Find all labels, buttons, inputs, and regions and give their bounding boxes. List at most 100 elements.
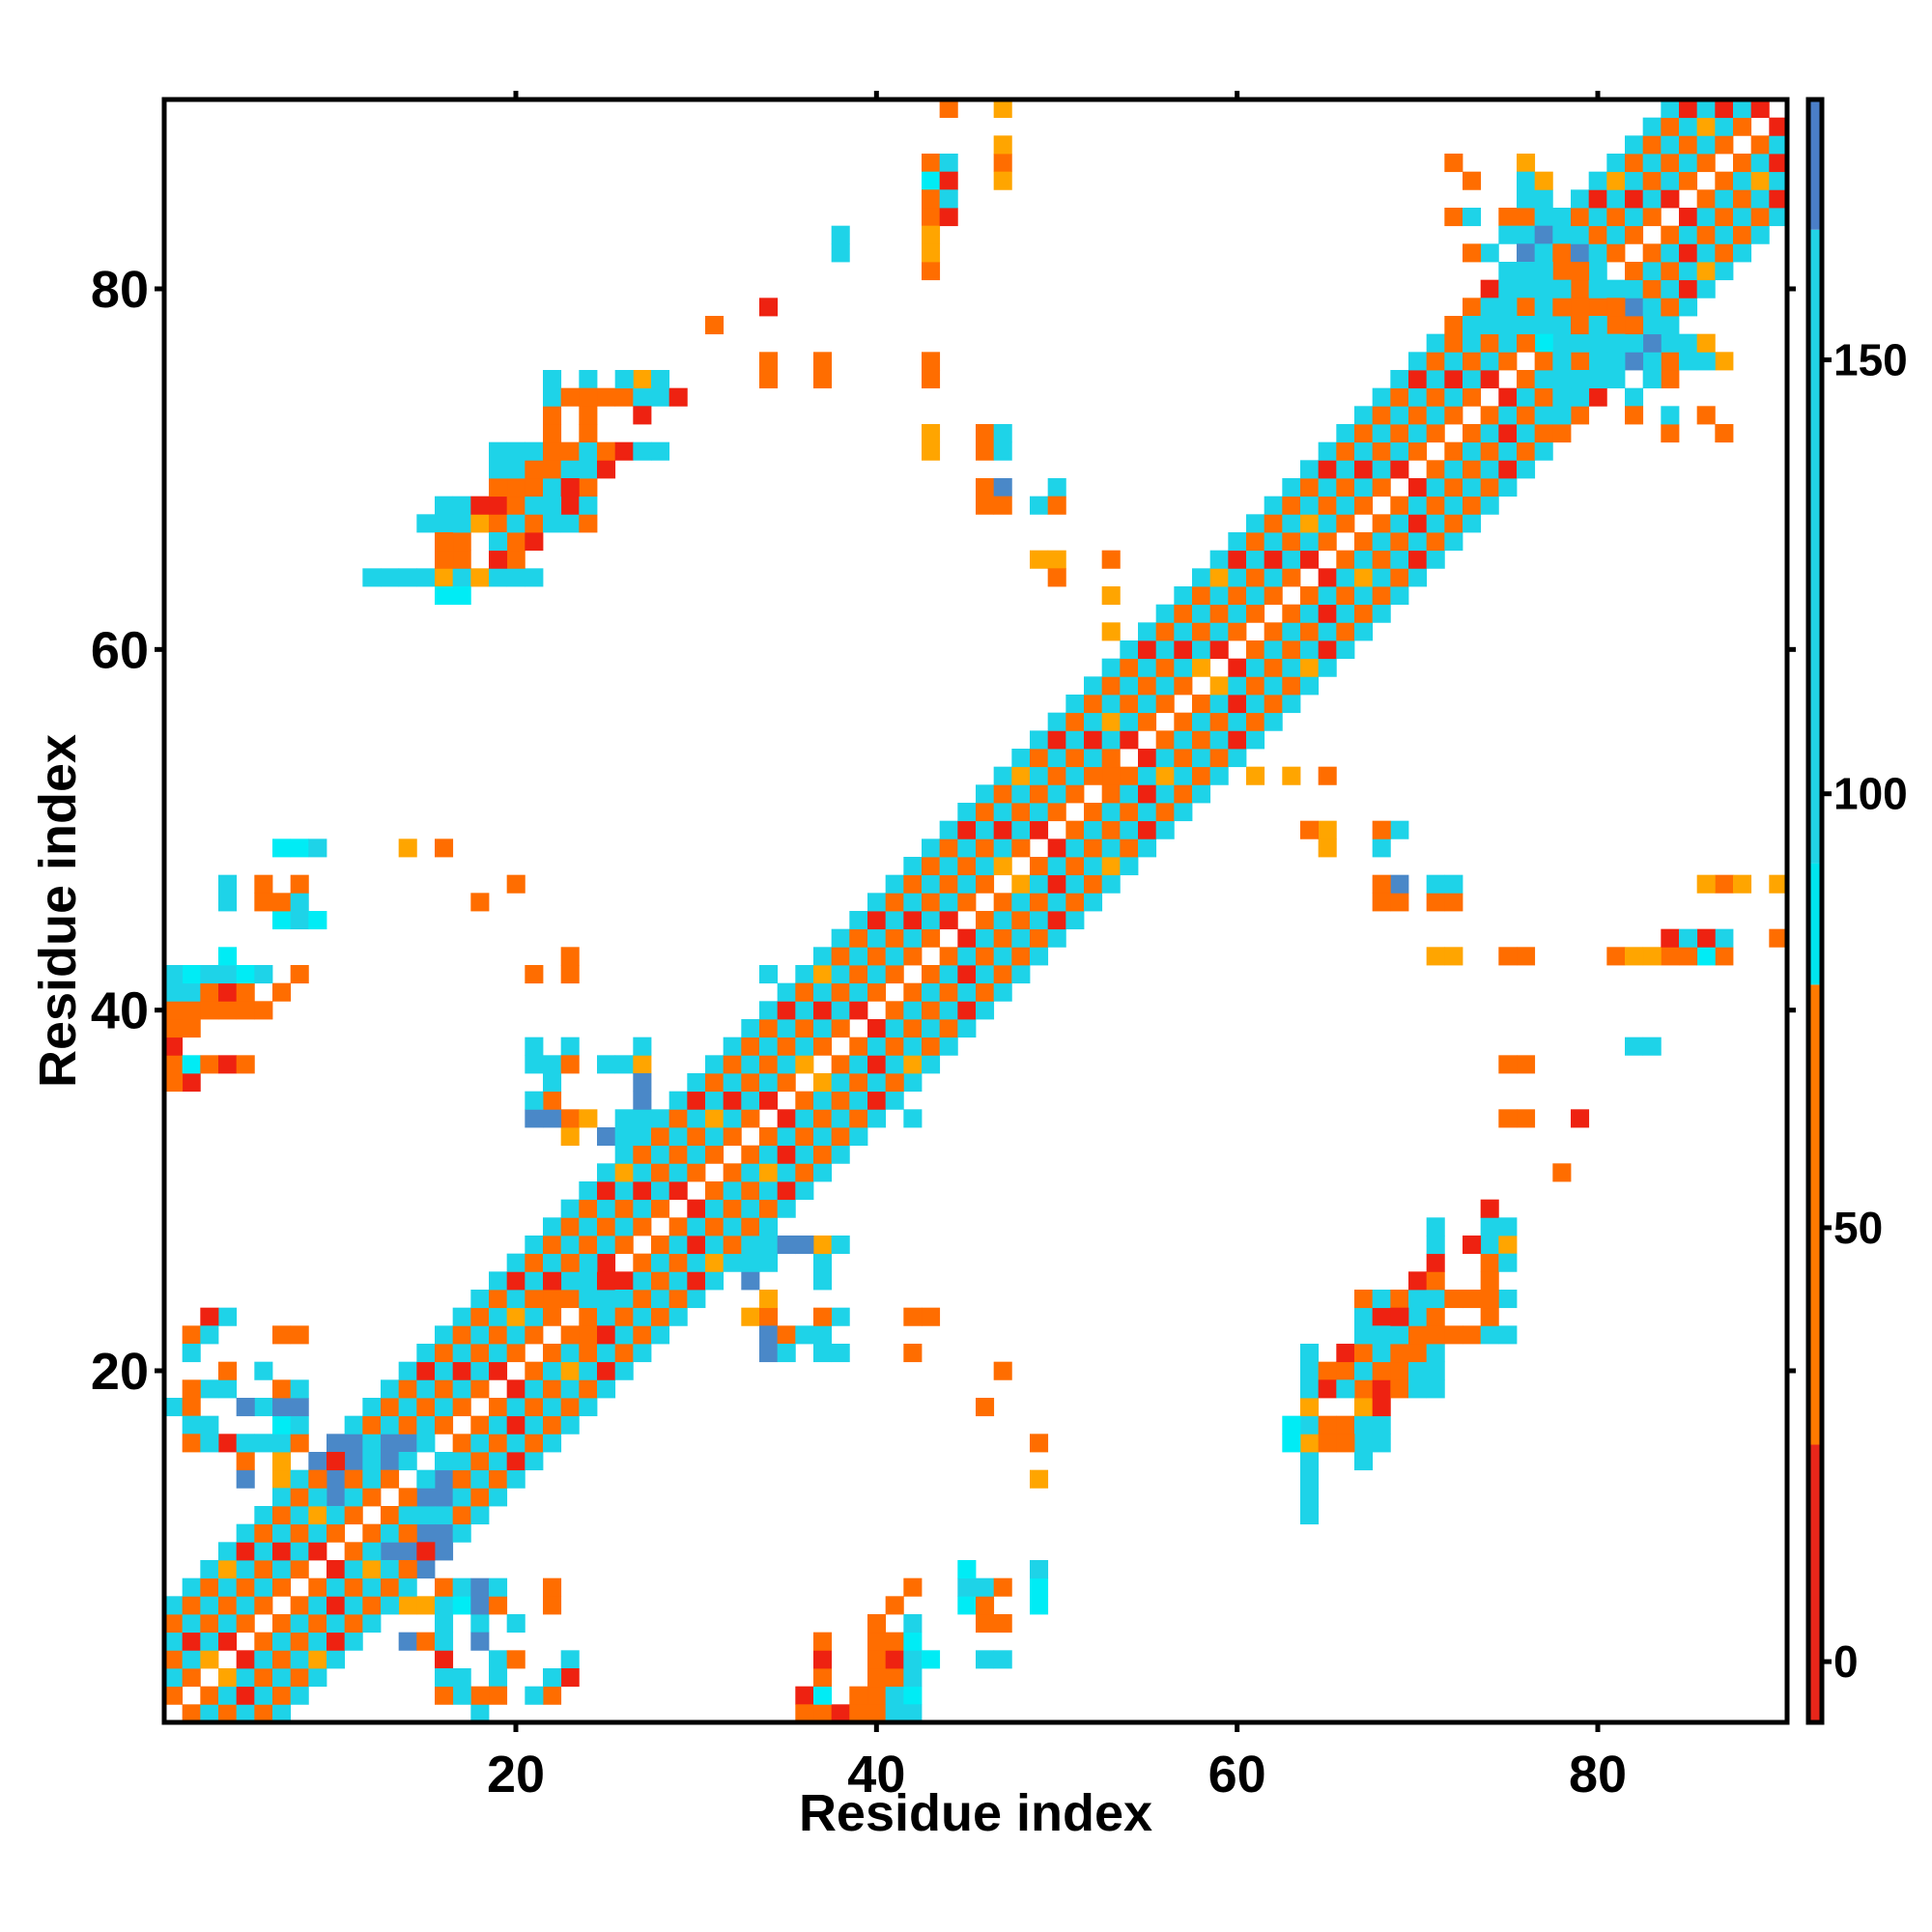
heatmap-cell (993, 893, 1012, 912)
heatmap-cell (633, 1253, 652, 1272)
heatmap-cell (759, 1073, 779, 1093)
heatmap-cell (398, 1632, 417, 1651)
heatmap-cell (741, 1253, 760, 1272)
heatmap-cell (1336, 568, 1355, 587)
heatmap-cell (976, 478, 995, 497)
heatmap-cell (254, 1560, 273, 1579)
heatmap-cell (543, 387, 562, 407)
heatmap-cell (1065, 820, 1085, 839)
heatmap-cell (560, 460, 580, 479)
heatmap-cell (489, 1415, 508, 1435)
heatmap-cell (885, 1668, 904, 1688)
heatmap-cell (1408, 550, 1428, 569)
heatmap-cell (976, 838, 995, 858)
heatmap-cell (597, 1290, 616, 1309)
heatmap-cell (1372, 874, 1391, 894)
heatmap-cell (236, 1686, 255, 1705)
heatmap-cell (831, 982, 850, 1002)
heatmap-cell (1030, 730, 1049, 750)
heatmap-cell (290, 1650, 309, 1669)
heatmap-cell (705, 1127, 724, 1147)
heatmap-cell (651, 1145, 670, 1164)
heatmap-cell (1696, 117, 1716, 136)
heatmap-cell (1390, 568, 1409, 587)
heatmap-cell (976, 1614, 995, 1634)
heatmap-cell (254, 1506, 273, 1525)
heatmap-cell (1300, 676, 1320, 696)
heatmap-cell (1228, 730, 1247, 750)
heatmap-cell (218, 1668, 238, 1688)
heatmap-cell (1480, 1236, 1499, 1255)
heatmap-cell (1715, 189, 1734, 209)
heatmap-cell (976, 496, 995, 515)
heatmap-cell (777, 1181, 796, 1201)
heatmap-cell (1426, 1217, 1445, 1236)
heatmap-cell (1372, 1325, 1391, 1345)
heatmap-cell (1679, 135, 1698, 155)
heatmap-cell (218, 947, 238, 966)
heatmap-cell (1661, 928, 1680, 948)
heatmap-cell (489, 1325, 508, 1345)
heatmap-cell (489, 532, 508, 552)
heatmap-cell (1480, 496, 1499, 515)
heatmap-cell (1679, 352, 1698, 371)
heatmap-cell (435, 1596, 454, 1615)
heatmap-cell (1318, 766, 1337, 785)
heatmap-cell (560, 1236, 580, 1255)
heatmap-cell (831, 1073, 850, 1093)
heatmap-cell (651, 1271, 670, 1291)
heatmap-cell (651, 1181, 670, 1201)
heatmap-cell (525, 1091, 544, 1110)
heatmap-cell (1390, 586, 1409, 606)
heatmap-cell (1065, 874, 1085, 894)
heatmap-cell (1552, 1163, 1572, 1182)
heatmap-cell (831, 1019, 850, 1038)
heatmap-cell (1426, 947, 1445, 966)
heatmap-cell (272, 1704, 292, 1723)
heatmap-cell (1246, 514, 1265, 533)
heatmap-cell (777, 1236, 796, 1255)
heatmap-cell (1246, 640, 1265, 660)
heatmap-cell (1606, 225, 1626, 244)
heatmap-cell (506, 1307, 526, 1326)
heatmap-cell (633, 1145, 652, 1164)
heatmap-cell (795, 1127, 814, 1147)
heatmap-cell (633, 1181, 652, 1201)
heatmap-cell (236, 965, 255, 984)
heatmap-cell (290, 1469, 309, 1489)
heatmap-cell (1174, 749, 1193, 768)
heatmap-cell (1408, 387, 1428, 407)
heatmap-cell (1354, 1379, 1374, 1399)
heatmap-cell (362, 1469, 382, 1489)
heatmap-cell (1642, 117, 1662, 136)
heatmap-cell (182, 1073, 201, 1093)
heatmap-cell (560, 1199, 580, 1218)
heatmap-cell (1715, 208, 1734, 227)
heatmap-cell (1390, 424, 1409, 443)
heatmap-cell (1011, 820, 1031, 839)
heatmap-cell (1517, 154, 1536, 173)
heatmap-cell (1354, 586, 1374, 606)
heatmap-cell (1336, 640, 1355, 660)
heatmap-cell (867, 1686, 887, 1705)
heatmap-cell (1444, 947, 1463, 966)
heatmap-cell (362, 1452, 382, 1471)
heatmap-cell (614, 1055, 634, 1074)
heatmap-cell (687, 1217, 706, 1236)
heatmap-cell (1138, 803, 1157, 822)
heatmap-cell (1390, 874, 1409, 894)
heatmap-cell (525, 460, 544, 479)
heatmap-cell (182, 1055, 201, 1074)
heatmap-cell (687, 1091, 706, 1110)
heatmap-cell (1498, 279, 1518, 298)
heatmap-cell (597, 1199, 616, 1218)
heatmap-cell (1588, 352, 1607, 371)
heatmap-cell (1228, 695, 1247, 714)
heatmap-cell (435, 568, 454, 587)
heatmap-cell (218, 893, 238, 912)
heatmap-cell (1679, 154, 1698, 173)
heatmap-cell (1679, 298, 1698, 317)
heatmap-cell (1769, 117, 1788, 136)
heatmap-cell (885, 1055, 904, 1074)
heatmap-cell (543, 1686, 562, 1705)
